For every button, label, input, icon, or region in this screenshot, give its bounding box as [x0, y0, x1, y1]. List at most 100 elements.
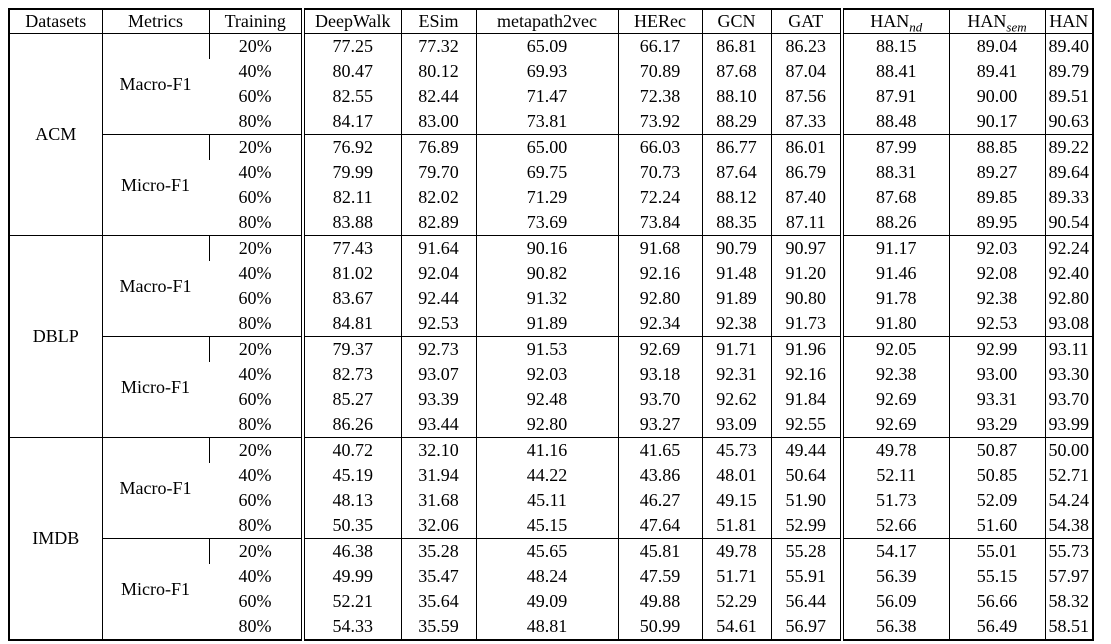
value-cell: 88.85: [948, 134, 1045, 160]
value-cell: 91.17: [840, 235, 949, 261]
value-cell: 76.89: [400, 134, 476, 160]
value-cell: 88.12: [701, 185, 771, 210]
value-cell: 90.63: [1044, 109, 1093, 135]
value-cell: 82.89: [400, 210, 476, 236]
value-cell: 92.05: [840, 336, 949, 362]
col-header-training: Training: [208, 9, 303, 34]
value-cell: 55.01: [948, 538, 1045, 564]
value-cell: 93.00: [948, 362, 1045, 387]
training-percent-cell: 40%: [238, 465, 272, 485]
value-cell: 66.03: [617, 134, 702, 160]
value-cell: 87.68: [701, 59, 771, 84]
table-row: 80% 86.26 93.44 92.80 93.27 93.09 92.55 92.69 93…: [9, 412, 1093, 438]
value-cell: 89.51: [1044, 84, 1093, 109]
value-cell: 92.48: [475, 387, 618, 412]
table-row: 80% 50.35 32.06 45.15 47.64 51.81 52.99 52.66 51…: [9, 513, 1093, 539]
value-cell: 54.24: [1044, 488, 1093, 513]
training-percent-cell: 60%: [238, 187, 272, 207]
value-cell: 84.17: [301, 109, 401, 135]
value-cell: 54.61: [701, 614, 771, 640]
table-row: 60% 85.27 93.39 92.48 93.70 92.62 91.84 92.69 93…: [9, 387, 1093, 412]
value-cell: 89.79: [1044, 59, 1093, 84]
value-cell: 56.39: [840, 564, 949, 589]
value-cell: 93.07: [400, 362, 476, 387]
training-percent-cell: 40%: [238, 364, 272, 384]
value-cell: 93.39: [400, 387, 476, 412]
value-cell: 92.69: [617, 336, 702, 362]
value-cell: 93.70: [1044, 387, 1093, 412]
value-cell: 88.10: [701, 84, 771, 109]
value-cell: 89.40: [1044, 33, 1093, 59]
value-cell: 52.99: [770, 513, 842, 539]
header-row: Datasets Metrics Training DeepWalk ESim …: [9, 9, 1093, 34]
value-cell: 31.68: [400, 488, 476, 513]
value-cell: 84.81: [301, 311, 401, 337]
value-cell: 92.53: [948, 311, 1045, 337]
value-cell: 35.28: [400, 538, 476, 564]
value-cell: 93.30: [1044, 362, 1093, 387]
training-percent-cell: 60%: [238, 288, 272, 308]
value-cell: 52.09: [948, 488, 1045, 513]
value-cell: 91.48: [701, 261, 771, 286]
dataset-label: DBLP: [9, 235, 102, 438]
metric-label: Micro-F1: [101, 134, 209, 236]
col-header-deepwalk: DeepWalk: [301, 9, 401, 34]
value-cell: 93.09: [701, 412, 771, 438]
table-row: 40% 45.19 31.94 44.22 43.86 48.01 50.64 52.11 50…: [9, 463, 1093, 488]
value-cell: 81.02: [301, 261, 401, 286]
value-cell: 66.17: [617, 33, 702, 59]
training-percent-cell: 40%: [238, 61, 272, 81]
value-cell: 50.99: [617, 614, 702, 640]
value-cell: 93.99: [1044, 412, 1093, 438]
value-cell: 86.79: [770, 160, 842, 185]
value-cell: 86.77: [701, 134, 771, 160]
value-cell: 51.71: [701, 564, 771, 589]
value-cell: 89.27: [948, 160, 1045, 185]
col-header-esim: ESim: [400, 9, 476, 34]
value-cell: 91.71: [701, 336, 771, 362]
value-cell: 45.81: [617, 538, 702, 564]
value-cell: 92.73: [400, 336, 476, 362]
value-cell: 56.38: [840, 614, 949, 640]
value-cell: 87.56: [770, 84, 842, 109]
value-cell: 85.27: [301, 387, 401, 412]
table-row: Micro-F1 20% 46.38 35.28 45.65 45.81 49.78 55.2…: [9, 538, 1093, 640]
value-cell: 88.26: [840, 210, 949, 236]
table-row: 60% 52.21 35.64 49.09 49.88 52.29 56.44 56.09 56…: [9, 589, 1093, 614]
training-percent-cell: 20%: [208, 538, 303, 564]
col-header-herec: HERec: [617, 9, 702, 34]
value-cell: 93.18: [617, 362, 702, 387]
value-cell: 92.44: [400, 286, 476, 311]
value-cell: 92.04: [400, 261, 476, 286]
value-cell: 88.41: [840, 59, 949, 84]
table-row: 80% 84.81 92.53 91.89 92.34 92.38 91.73 91.80 92…: [9, 311, 1093, 337]
value-cell: 72.38: [617, 84, 702, 109]
dataset-label: ACM: [35, 124, 77, 144]
table-row: 40% 81.02 92.04 90.82 92.16 91.48 91.20 91.46 92…: [9, 261, 1093, 286]
value-cell: 32.06: [400, 513, 476, 539]
value-cell: 88.48: [840, 109, 949, 135]
value-cell: 91.53: [475, 336, 618, 362]
value-cell: 35.47: [400, 564, 476, 589]
training-percent-cell: 80%: [238, 212, 272, 232]
value-cell: 50.85: [948, 463, 1045, 488]
value-cell: 71.29: [475, 185, 618, 210]
value-cell: 86.26: [301, 412, 401, 438]
value-cell: 82.44: [400, 84, 476, 109]
value-cell: 56.49: [948, 614, 1045, 640]
value-cell: 77.32: [400, 33, 476, 59]
value-cell: 90.17: [948, 109, 1045, 135]
value-cell: 90.54: [1044, 210, 1093, 236]
value-cell: 87.40: [770, 185, 842, 210]
metric-label: Macro-F1: [101, 33, 209, 135]
value-cell: 91.96: [770, 336, 842, 362]
value-cell: 92.55: [770, 412, 842, 438]
value-cell: 55.15: [948, 564, 1045, 589]
value-cell: 93.70: [617, 387, 702, 412]
col-header-metapath2vec: metapath2vec: [475, 9, 618, 34]
value-cell: 88.29: [701, 109, 771, 135]
value-cell: 35.59: [400, 614, 476, 640]
value-cell: 92.38: [948, 286, 1045, 311]
value-cell: 82.11: [301, 185, 401, 210]
